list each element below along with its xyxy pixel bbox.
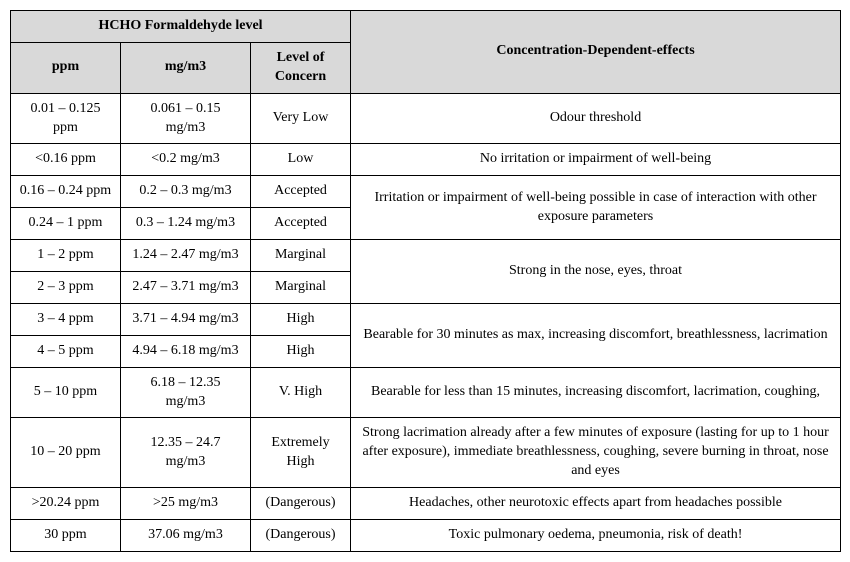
cell-mgm3: <0.2 mg/m3 bbox=[121, 144, 251, 176]
cell-mgm3: 0.2 – 0.3 mg/m3 bbox=[121, 176, 251, 208]
table-row: >20.24 ppm >25 mg/m3 (Dangerous) Headach… bbox=[11, 488, 841, 520]
table-row: 30 ppm 37.06 mg/m3 (Dangerous) Toxic pul… bbox=[11, 520, 841, 552]
cell-ppm: <0.16 ppm bbox=[11, 144, 121, 176]
header-mgm3: mg/m3 bbox=[121, 42, 251, 93]
cell-level: V. High bbox=[251, 367, 351, 418]
table-row: 0.01 – 0.125 ppm 0.061 – 0.15 mg/m3 Very… bbox=[11, 93, 841, 144]
cell-level: Marginal bbox=[251, 240, 351, 272]
cell-ppm: 2 – 3 ppm bbox=[11, 272, 121, 304]
cell-mgm3: 0.3 – 1.24 mg/m3 bbox=[121, 208, 251, 240]
cell-mgm3: 0.061 – 0.15 mg/m3 bbox=[121, 93, 251, 144]
cell-ppm: 0.01 – 0.125 ppm bbox=[11, 93, 121, 144]
cell-ppm: 3 – 4 ppm bbox=[11, 303, 121, 335]
cell-level: Low bbox=[251, 144, 351, 176]
cell-mgm3: 6.18 – 12.35 mg/m3 bbox=[121, 367, 251, 418]
cell-ppm: >20.24 ppm bbox=[11, 488, 121, 520]
cell-effect: Toxic pulmonary oedema, pneumonia, risk … bbox=[351, 520, 841, 552]
cell-ppm: 30 ppm bbox=[11, 520, 121, 552]
table-row: 3 – 4 ppm 3.71 – 4.94 mg/m3 High Bearabl… bbox=[11, 303, 841, 335]
cell-effect: Headaches, other neurotoxic effects apar… bbox=[351, 488, 841, 520]
cell-effect: Odour threshold bbox=[351, 93, 841, 144]
header-hcho-group: HCHO Formaldehyde level bbox=[11, 11, 351, 43]
cell-ppm: 0.24 – 1 ppm bbox=[11, 208, 121, 240]
cell-ppm: 1 – 2 ppm bbox=[11, 240, 121, 272]
table-header: HCHO Formaldehyde level Concentration-De… bbox=[11, 11, 841, 94]
cell-level: Very Low bbox=[251, 93, 351, 144]
table-row: 10 – 20 ppm 12.35 – 24.7 mg/m3 Extremely… bbox=[11, 418, 841, 488]
cell-mgm3: 12.35 – 24.7 mg/m3 bbox=[121, 418, 251, 488]
cell-effect: Bearable for less than 15 minutes, incre… bbox=[351, 367, 841, 418]
cell-level: Marginal bbox=[251, 272, 351, 304]
table-row: <0.16 ppm <0.2 mg/m3 Low No irritation o… bbox=[11, 144, 841, 176]
header-effects: Concentration-Dependent-effects bbox=[351, 11, 841, 94]
cell-mgm3: 1.24 – 2.47 mg/m3 bbox=[121, 240, 251, 272]
cell-mgm3: 37.06 mg/m3 bbox=[121, 520, 251, 552]
cell-level: Accepted bbox=[251, 208, 351, 240]
table-row: 5 – 10 ppm 6.18 – 12.35 mg/m3 V. High Be… bbox=[11, 367, 841, 418]
cell-mgm3: 2.47 – 3.71 mg/m3 bbox=[121, 272, 251, 304]
cell-mgm3: 4.94 – 6.18 mg/m3 bbox=[121, 335, 251, 367]
cell-effect: Irritation or impairment of well-being p… bbox=[351, 176, 841, 240]
cell-level: Extremely High bbox=[251, 418, 351, 488]
cell-ppm: 4 – 5 ppm bbox=[11, 335, 121, 367]
table-row: 1 – 2 ppm 1.24 – 2.47 mg/m3 Marginal Str… bbox=[11, 240, 841, 272]
cell-ppm: 0.16 – 0.24 ppm bbox=[11, 176, 121, 208]
table-body: 0.01 – 0.125 ppm 0.061 – 0.15 mg/m3 Very… bbox=[11, 93, 841, 551]
cell-level: (Dangerous) bbox=[251, 488, 351, 520]
cell-level: High bbox=[251, 303, 351, 335]
cell-effect: Strong in the nose, eyes, throat bbox=[351, 240, 841, 304]
table-row: 0.16 – 0.24 ppm 0.2 – 0.3 mg/m3 Accepted… bbox=[11, 176, 841, 208]
cell-ppm: 5 – 10 ppm bbox=[11, 367, 121, 418]
cell-level: Accepted bbox=[251, 176, 351, 208]
cell-effect: Strong lacrimation already after a few m… bbox=[351, 418, 841, 488]
cell-level: (Dangerous) bbox=[251, 520, 351, 552]
header-level: Level of Concern bbox=[251, 42, 351, 93]
hcho-table: HCHO Formaldehyde level Concentration-De… bbox=[10, 10, 841, 552]
cell-ppm: 10 – 20 ppm bbox=[11, 418, 121, 488]
header-ppm: ppm bbox=[11, 42, 121, 93]
cell-effect: No irritation or impairment of well-bein… bbox=[351, 144, 841, 176]
cell-effect: Bearable for 30 minutes as max, increasi… bbox=[351, 303, 841, 367]
cell-level: High bbox=[251, 335, 351, 367]
cell-mgm3: 3.71 – 4.94 mg/m3 bbox=[121, 303, 251, 335]
cell-mgm3: >25 mg/m3 bbox=[121, 488, 251, 520]
